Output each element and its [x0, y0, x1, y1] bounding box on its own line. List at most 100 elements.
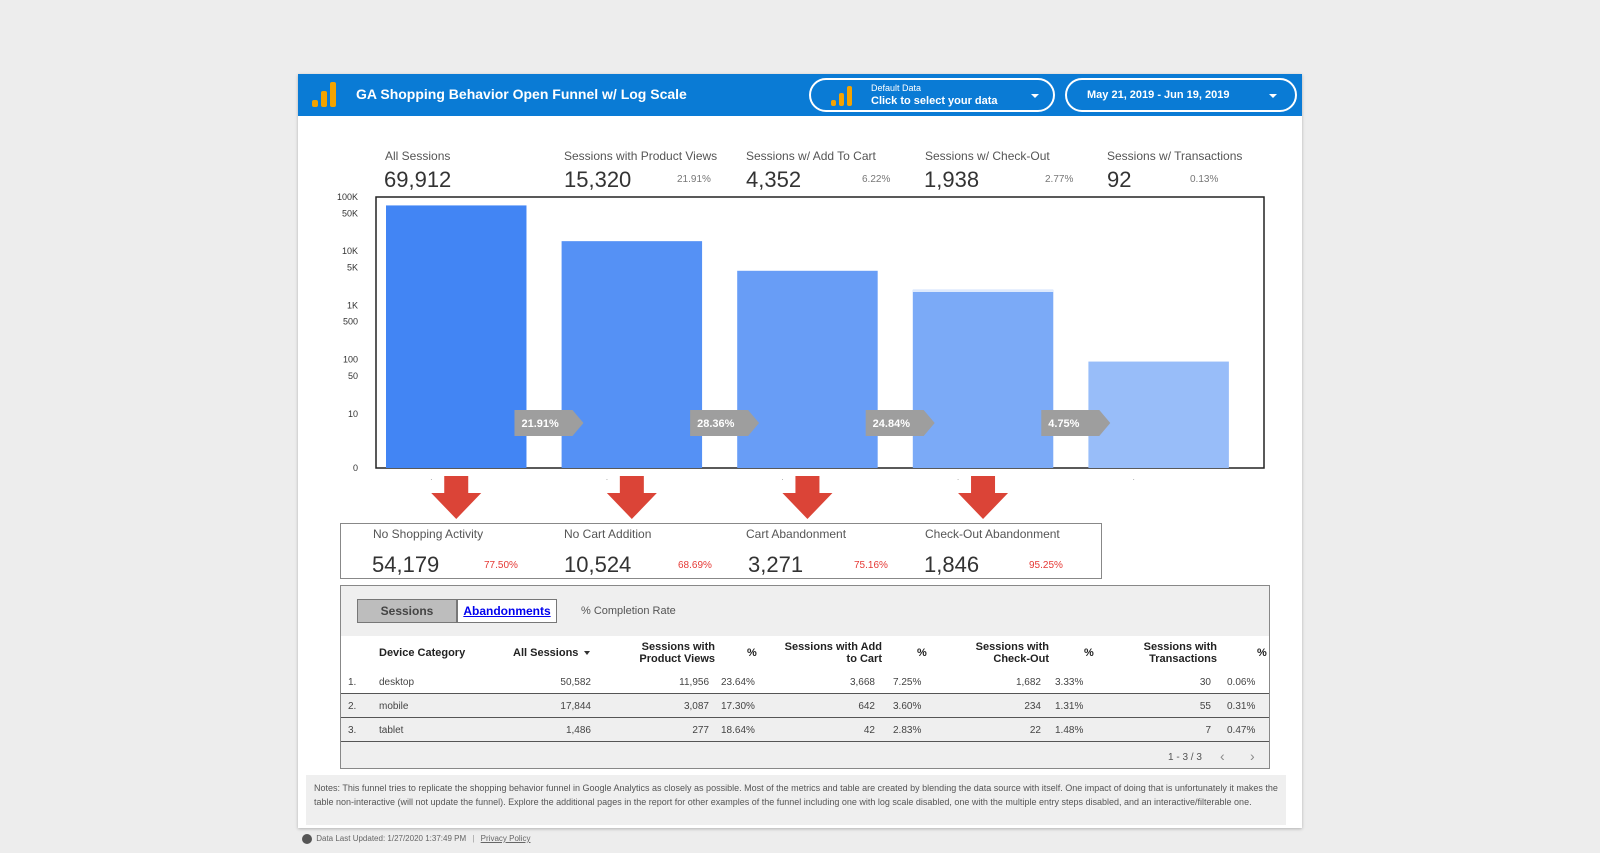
abandonment-label: No Cart Addition [564, 527, 652, 541]
cell-transactions: 30 [1199, 677, 1211, 688]
kpi-value: 4,352 [746, 167, 802, 192]
chevron-down-icon [1031, 94, 1039, 98]
abandonment-pct: 77.50% [484, 560, 518, 571]
y-tick-label: 10 [348, 409, 358, 419]
logo-icon [310, 80, 340, 110]
data-source-icon [831, 85, 855, 107]
cell-product-views: 11,956 [679, 677, 709, 688]
step-rate-tag [1041, 410, 1111, 436]
kpi-value: 92 [1107, 167, 1132, 192]
sort-desc-icon [584, 651, 591, 656]
privacy-policy-link[interactable]: Privacy Policy [480, 834, 531, 844]
cell-tx-pct: 0.06% [1227, 677, 1256, 688]
col-check-out[interactable]: Sessions with Check-Out [929, 641, 1049, 665]
abandonment-label: No Shopping Activity [373, 527, 484, 541]
kpi-label: Sessions with Product Views [564, 149, 718, 163]
y-tick-label: 0 [353, 463, 358, 473]
step-rate-tag [690, 410, 760, 436]
abandonment-pct: 75.16% [854, 560, 888, 571]
cell-co-pct: 1.48% [1055, 725, 1084, 736]
last-updated: Data Last Updated: 1/27/2020 1:37:49 PM [316, 834, 467, 844]
down-arrow-icon [782, 476, 833, 519]
col-tx-pct[interactable]: % [1257, 647, 1267, 659]
down-arrow-icon [606, 476, 657, 519]
abandonment-pct: 68.69% [678, 560, 712, 571]
col-pv-pct[interactable]: % [747, 647, 757, 659]
abandonment-pct: 95.25% [1029, 560, 1063, 571]
cell-product-views: 3,087 [683, 701, 709, 712]
tab-sessions[interactable]: Sessions [357, 599, 457, 623]
info-icon [302, 834, 312, 844]
col-transactions-line1: Sessions with [1143, 641, 1217, 653]
cell-add-to-cart: 642 [858, 701, 875, 712]
step-rate-label: 28.36% [697, 418, 735, 430]
step-rate-tag [865, 410, 935, 436]
cell-product-views: 277 [692, 725, 709, 736]
col-add-to-cart-line2: to Cart [846, 653, 882, 665]
step-rate-label: 4.75% [1048, 418, 1079, 430]
y-tick-label: 1K [347, 300, 358, 310]
kpi-value: 69,912 [384, 167, 452, 192]
kpi-label: Sessions w/ Transactions [1107, 149, 1243, 163]
col-product-views-line1: Sessions with [641, 641, 715, 653]
table-row[interactable]: 2. mobile 17,844 3,087 17.30% 642 3.60% … [341, 694, 1269, 718]
col-product-views[interactable]: Sessions with Product Views [585, 641, 715, 665]
report-header [298, 74, 1302, 116]
kpi-pct: 2.77% [1045, 174, 1074, 185]
col-check-out-line2: Check-Out [993, 653, 1049, 665]
tab-abandonments[interactable]: Abandonments [457, 599, 557, 623]
x-tick-dot: · [781, 475, 784, 484]
y-tick-label: 100K [337, 192, 358, 202]
data-source-action: Click to select your data [871, 95, 998, 107]
col-add-to-cart[interactable]: Sessions with Add to Cart [749, 641, 882, 665]
cell-co-pct: 1.31% [1055, 701, 1084, 712]
cell-co-pct: 3.33% [1055, 677, 1084, 688]
cell-check-out: 22 [1029, 725, 1041, 736]
chevron-right-icon[interactable]: › [1250, 748, 1255, 764]
cell-atc-pct: 7.25% [893, 677, 922, 688]
pagination-label: 1 - 3 / 3 [1168, 752, 1202, 763]
tab-completion-rate[interactable]: % Completion Rate [581, 605, 676, 617]
down-arrow-icon [431, 476, 482, 519]
chevron-left-icon[interactable]: ‹ [1220, 748, 1225, 764]
col-co-pct[interactable]: % [1084, 647, 1094, 659]
table-row[interactable]: 1. desktop 50,582 11,956 23.64% 3,668 7.… [341, 670, 1269, 694]
chevron-down-icon [1269, 94, 1277, 98]
cell-device: mobile [379, 701, 409, 712]
funnel-bar [737, 270, 878, 468]
cell-pv-pct: 23.64% [721, 677, 755, 688]
col-atc-pct[interactable]: % [917, 647, 927, 659]
kpi-pct: 21.91% [677, 174, 711, 185]
y-tick-label: 5K [347, 263, 358, 273]
date-range-selector[interactable]: May 21, 2019 - Jun 19, 2019 [1065, 78, 1297, 112]
funnel-bar [912, 289, 1054, 468]
kpi-label: Sessions w/ Add To Cart [746, 149, 876, 163]
cell-all-sessions: 1,486 [565, 725, 591, 736]
y-tick-label: 50K [342, 208, 358, 218]
y-tick-label: 50 [348, 371, 358, 381]
col-device-category[interactable]: Device Category [379, 647, 466, 659]
row-index: 2. [348, 701, 357, 712]
cell-transactions: 55 [1199, 701, 1211, 712]
step-rate-label: 24.84% [873, 418, 911, 430]
x-tick-dot: · [957, 475, 960, 484]
data-source-selector[interactable]: Default Data Click to select your data [809, 78, 1055, 112]
notes-text: Notes: This funnel tries to replicate th… [306, 775, 1286, 825]
kpi-label: All Sessions [385, 149, 451, 163]
col-transactions[interactable]: Sessions with Transactions [1093, 641, 1217, 665]
cell-tx-pct: 0.31% [1227, 701, 1256, 712]
cell-pv-pct: 18.64% [721, 725, 755, 736]
kpi-value: 1,938 [924, 167, 980, 192]
kpi-pct: 6.22% [862, 174, 891, 185]
step-rate-tag [514, 410, 584, 436]
cell-all-sessions: 17,844 [560, 701, 591, 712]
cell-atc-pct: 2.83% [893, 725, 922, 736]
footer-divider: | [472, 834, 475, 844]
table-row[interactable]: 3. tablet 1,486 277 18.64% 42 2.83% 22 1… [341, 718, 1269, 742]
funnel-bar [561, 241, 703, 468]
cell-pv-pct: 17.30% [721, 701, 755, 712]
x-tick-dot: · [1132, 475, 1135, 484]
y-tick-label: 10K [342, 246, 358, 256]
footer: Data Last Updated: 1/27/2020 1:37:49 PM … [302, 834, 530, 844]
col-all-sessions[interactable]: All Sessions [513, 647, 591, 659]
